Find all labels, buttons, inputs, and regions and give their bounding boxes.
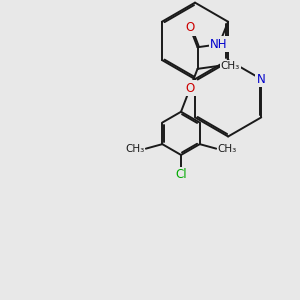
Text: CH₃: CH₃ <box>218 144 237 154</box>
Text: NH: NH <box>210 38 228 51</box>
Text: O: O <box>185 21 195 34</box>
Text: Cl: Cl <box>175 168 187 181</box>
Text: N: N <box>257 73 266 85</box>
Text: O: O <box>185 82 195 95</box>
Text: CH₃: CH₃ <box>125 144 144 154</box>
Text: CH₃: CH₃ <box>220 61 240 71</box>
